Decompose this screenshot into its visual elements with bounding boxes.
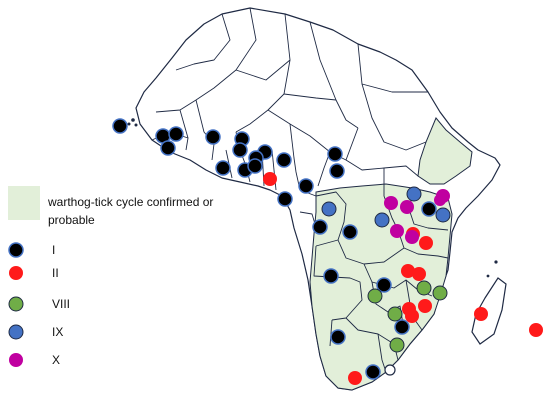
marker-genotype-i [394, 319, 410, 335]
marker-genotype-x [390, 224, 404, 238]
marker-genotype-ix [406, 186, 422, 202]
marker-genotype-x [434, 194, 446, 206]
legend-marker-viii [8, 296, 24, 312]
marker-genotype-i [160, 140, 176, 156]
markers-genotype-i [112, 118, 437, 380]
legend-marker-i [8, 242, 24, 258]
marker-genotype-i [215, 160, 231, 176]
marker-genotype-ii [263, 172, 277, 186]
legend-label-ix: IX [52, 325, 64, 339]
marker-genotype-ix [435, 207, 451, 223]
marker-genotype-ii [474, 307, 488, 321]
marker-genotype-i [277, 191, 293, 207]
marker-genotype-ii [405, 309, 419, 323]
island [494, 260, 498, 264]
marker-genotype-i [327, 146, 343, 162]
legend-zone-swatch [8, 186, 40, 220]
markers-genotype-x [384, 189, 450, 244]
marker-genotype-i [376, 277, 392, 293]
marker-genotype-viii [387, 306, 403, 322]
marker-genotype-i [205, 129, 221, 145]
island [486, 274, 490, 278]
marker-genotype-ix [321, 201, 337, 217]
marker-genotype-x [400, 200, 414, 214]
marker-genotype-i [247, 158, 263, 174]
marker-genotype-i [329, 163, 345, 179]
legend-label-i: I [52, 243, 56, 257]
marker-genotype-ii [419, 236, 433, 250]
marker-genotype-i [312, 219, 328, 235]
legend-zone-label: warthog-tick cycle confirmed or probable [48, 195, 214, 227]
marker-genotype-x [384, 196, 398, 210]
marker-genotype-i [342, 224, 358, 240]
marker-genotype-i [421, 201, 437, 217]
legend-marker-ii [9, 266, 23, 280]
legend-label-x: X [52, 353, 61, 367]
legend-label-viii: VIII [52, 297, 71, 311]
marker-genotype-ii [348, 371, 362, 385]
marker-genotype-ix [374, 212, 390, 228]
madagascar [471, 277, 507, 345]
markers-genotype-ii [263, 172, 543, 385]
marker-genotype-viii [367, 288, 383, 304]
island [134, 123, 138, 127]
marker-genotype-i [168, 126, 184, 142]
island [127, 122, 131, 126]
marker-genotype-ii [401, 264, 415, 278]
marker-genotype-viii [389, 337, 405, 353]
legend-markers [8, 242, 24, 367]
marker-genotype-i [112, 118, 128, 134]
marker-genotype-viii [416, 280, 432, 296]
marker-genotype-ii [418, 299, 432, 313]
marker-genotype-x [405, 230, 419, 244]
island [131, 118, 135, 122]
zone-east-horn [417, 117, 473, 185]
legend-label-ii: II [52, 266, 59, 280]
markers-genotype-viii [367, 280, 448, 353]
marker-genotype-i [365, 364, 381, 380]
marker-genotype-i [298, 178, 314, 194]
marker-genotype-i [276, 152, 292, 168]
legend-marker-x [9, 353, 23, 367]
markers-genotype-ix [321, 186, 451, 228]
marker-genotype-viii [432, 285, 448, 301]
marker-genotype-ii [412, 267, 426, 281]
marker-genotype-i [330, 329, 346, 345]
legend-marker-ix [8, 324, 24, 340]
marker-genotype-ii [529, 323, 543, 337]
marker-genotype-i [232, 142, 248, 158]
marker-genotype-i [323, 268, 339, 284]
marker-open [384, 364, 396, 376]
